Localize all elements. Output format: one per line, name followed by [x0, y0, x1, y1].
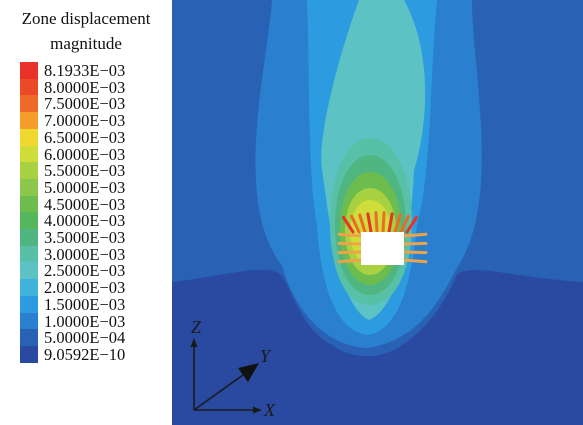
legend-label: 1.5000E−03 [44, 294, 126, 314]
legend-label: 9.0592E−10 [44, 344, 126, 364]
legend-swatch [20, 78, 38, 96]
legend-swatch [20, 279, 38, 297]
legend-swatch [20, 195, 38, 213]
legend-swatch [20, 145, 38, 163]
bolt-line [374, 211, 379, 234]
y-axis-arrowhead [238, 363, 259, 382]
legend-label: 6.0000E−03 [44, 144, 126, 164]
z-axis-label: Z [191, 317, 202, 337]
bolt-group [337, 211, 428, 264]
legend-swatch [20, 312, 38, 330]
bolt-line [402, 258, 428, 264]
y-axis-label: Y [260, 346, 272, 366]
legend-label: 7.0000E−03 [44, 111, 126, 131]
legend-row: 7.5000E−03 [20, 94, 180, 114]
legend-row: 6.5000E−03 [20, 127, 180, 147]
legend-swatch [20, 229, 38, 246]
legend-label: 1.0000E−03 [44, 311, 126, 331]
bolt-line [399, 214, 410, 234]
z-axis-arrowhead [190, 338, 198, 347]
bolt-line [342, 215, 355, 234]
legend-row: 2.5000E−03 [20, 261, 180, 281]
legend-row: 4.0000E−03 [20, 211, 180, 231]
bolt-line [402, 250, 428, 255]
legend-swatch [20, 245, 38, 263]
legend-row: 7.0000E−03 [20, 111, 180, 131]
legend-swatch [20, 212, 38, 230]
legend-swatch [20, 295, 38, 313]
bolt-line [366, 212, 373, 234]
legend-row: 1.5000E−03 [20, 294, 180, 314]
coordinate-triad: Z Y X [190, 317, 276, 420]
bolt-line [337, 250, 363, 255]
legend-swatch [20, 178, 38, 196]
cavity-opening [361, 232, 404, 265]
legend-label: 3.5000E−03 [44, 228, 126, 247]
legend-row: 3.5000E−03 [20, 228, 180, 247]
legend-row: 3.0000E−03 [20, 244, 180, 264]
legend-label: 6.5000E−03 [44, 127, 126, 147]
contour-plot: Z Y X [172, 0, 583, 425]
bolt-line [381, 211, 386, 234]
legend-row: 5.5000E−03 [20, 161, 180, 181]
legend-row: 4.5000E−03 [20, 194, 180, 214]
bolt-line [387, 212, 394, 234]
legend-label: 2.0000E−03 [44, 278, 126, 298]
legend-label: 4.5000E−03 [44, 194, 126, 214]
bolt-line [337, 241, 363, 246]
bolt-line [350, 214, 361, 234]
legend-row: 8.0000E−03 [20, 77, 180, 97]
bolt-line [393, 213, 402, 234]
bolt-line [337, 258, 363, 264]
legend-title-line2: magnitude [50, 34, 122, 53]
legend-row: 2.0000E−03 [20, 278, 180, 298]
legend-label: 5.0000E−04 [44, 328, 126, 348]
legend-swatch [20, 262, 38, 280]
legend-label: 2.5000E−03 [44, 261, 126, 281]
legend-row: 8.1933E−03 [20, 61, 180, 80]
bolt-line [405, 215, 418, 234]
legend-label: 3.0000E−03 [44, 244, 126, 264]
legend-row: 5.0000E−04 [20, 328, 180, 348]
legend-row: 1.0000E−03 [20, 311, 180, 331]
legend-swatch [20, 95, 38, 113]
legend-label: 4.0000E−03 [44, 211, 126, 231]
legend-swatch [20, 62, 38, 79]
legend-row: 6.0000E−03 [20, 144, 180, 164]
bolt-line [402, 241, 428, 246]
bolt-line [402, 232, 428, 238]
bolt-line [358, 213, 367, 234]
legend-title-line1: Zone displacement [21, 9, 151, 28]
legend-label: 7.5000E−03 [44, 94, 126, 114]
legend-row: 5.0000E−03 [20, 177, 180, 197]
legend-title: Zone displacement magnitude [0, 6, 172, 56]
legend-label: 5.5000E−03 [44, 161, 126, 181]
y-axis-line [193, 369, 251, 411]
legend-swatch [20, 112, 38, 130]
bolt-line [337, 232, 363, 238]
legend-label: 8.0000E−03 [44, 77, 126, 97]
legend-label: 8.1933E−03 [44, 61, 126, 80]
legend-swatch [20, 345, 38, 363]
legend-swatch [20, 162, 38, 180]
x-axis-arrowhead [253, 406, 262, 414]
legend-label: 5.0000E−03 [44, 177, 126, 197]
legend-swatch [20, 329, 38, 347]
legend-row: 9.0592E−10 [20, 344, 180, 364]
x-axis-label: X [263, 400, 276, 420]
legend-swatch [20, 128, 38, 146]
